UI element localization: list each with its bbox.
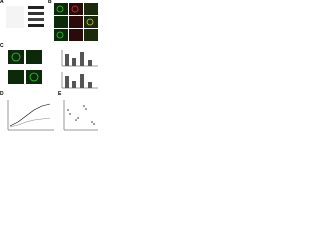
panel-label: C (0, 43, 4, 49)
bar (80, 74, 84, 88)
point (69, 113, 71, 115)
bar (65, 76, 69, 88)
cell (11, 52, 21, 62)
bar (72, 81, 76, 88)
image (8, 50, 24, 64)
bar (88, 82, 92, 88)
blot-band (28, 24, 44, 27)
blot-band (28, 18, 44, 21)
image (54, 29, 68, 41)
cell (86, 18, 94, 26)
image (69, 3, 83, 15)
point (85, 108, 87, 110)
image (54, 16, 68, 28)
image (54, 3, 68, 15)
image (8, 70, 24, 84)
page: {"panels": [{"label": "A"}, {"label": "B… (0, 0, 100, 136)
panel-d-chart (7, 100, 54, 131)
image (26, 50, 42, 64)
blot-labels (6, 6, 24, 28)
image (69, 29, 83, 41)
panel-label: E (58, 91, 62, 97)
image (26, 70, 42, 84)
cell (71, 5, 79, 13)
microscopy-grid (54, 3, 98, 41)
cell (29, 72, 39, 82)
cell (56, 5, 64, 13)
point (75, 119, 77, 121)
cell (56, 31, 64, 39)
panel-c-bars (61, 50, 98, 89)
bar (80, 52, 84, 66)
point (67, 109, 69, 111)
blot (6, 6, 44, 28)
bar (65, 54, 69, 66)
blot-band (28, 12, 44, 15)
panel-c-images (8, 50, 42, 84)
image (84, 3, 98, 15)
body: A B C (0, 0, 100, 136)
image (69, 16, 83, 28)
line (9, 103, 51, 127)
panel-label: B (48, 0, 52, 5)
panel-label: A (0, 0, 4, 5)
panel-e-chart (63, 100, 98, 131)
figure: A B C (0, 0, 98, 131)
blot-band (28, 6, 44, 9)
panel-label: D (0, 91, 4, 97)
point (91, 121, 93, 123)
bar (72, 58, 76, 66)
image (84, 16, 98, 28)
image (84, 29, 98, 41)
point (83, 105, 85, 107)
line (9, 117, 51, 128)
point (77, 117, 79, 119)
bar (88, 60, 92, 66)
point (93, 123, 95, 125)
